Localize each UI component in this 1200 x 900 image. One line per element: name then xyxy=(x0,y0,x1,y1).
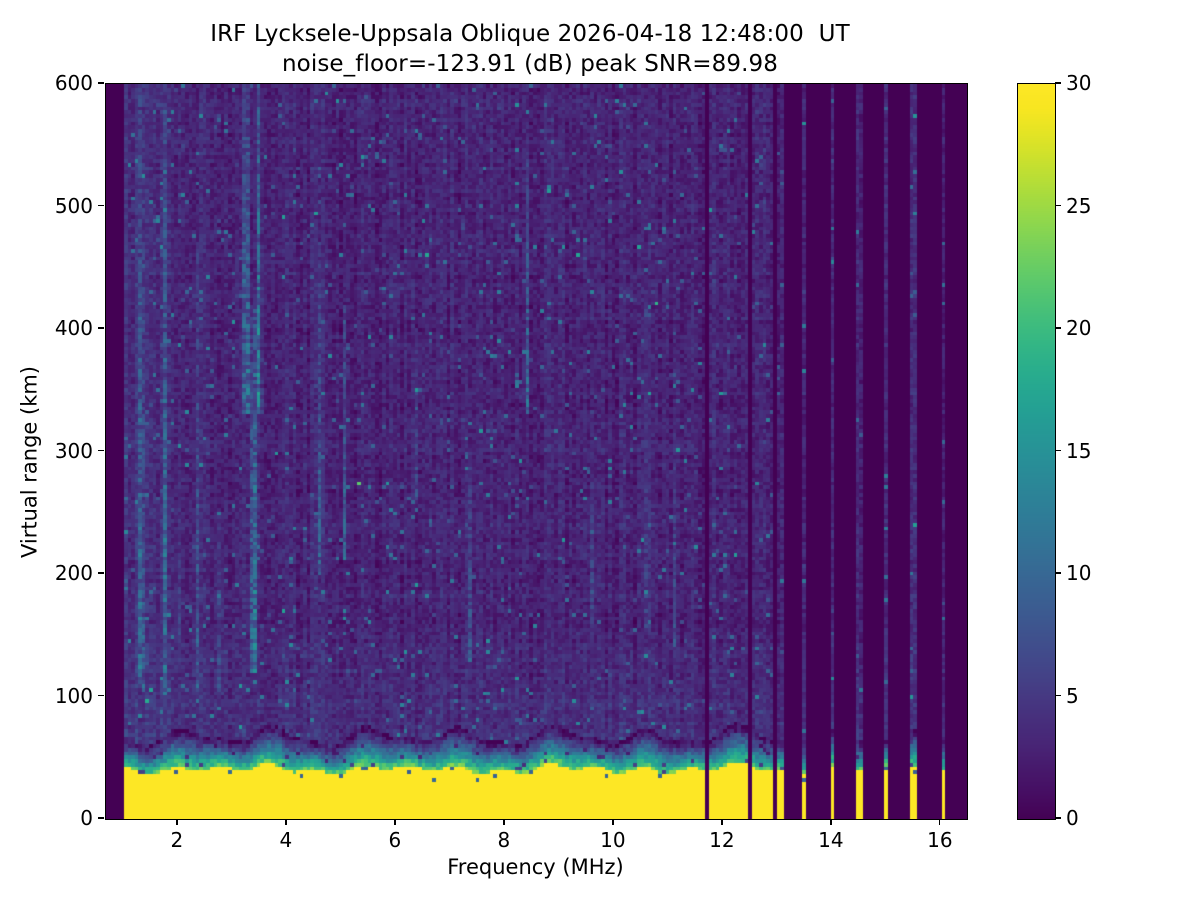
colorbar-tick-label: 0 xyxy=(1066,806,1079,830)
x-tick-mark xyxy=(612,819,614,826)
figure-title: IRF Lycksele-Uppsala Oblique 2026-04-18 … xyxy=(0,20,1060,80)
x-tick-label: 8 xyxy=(497,828,511,852)
y-tick-mark xyxy=(97,449,104,452)
colorbar-tick-mark xyxy=(1055,694,1062,697)
colorbar-tick-label: 10 xyxy=(1066,561,1092,585)
colorbar-tick-label: 20 xyxy=(1066,316,1092,340)
y-tick-mark xyxy=(97,327,104,329)
y-tick-label: 500 xyxy=(54,193,93,218)
y-tick-mark xyxy=(97,817,104,819)
y-tick-label: 100 xyxy=(54,683,93,708)
colorbar[interactable] xyxy=(1017,83,1056,820)
x-tick-mark xyxy=(285,819,287,826)
title-line-1: IRF Lycksele-Uppsala Oblique 2026-04-18 … xyxy=(210,21,850,47)
y-tick-mark xyxy=(97,82,104,84)
y-tick-label: 200 xyxy=(54,561,93,585)
x-axis-label: Frequency (MHz) xyxy=(447,855,624,879)
colorbar-tick-label: 25 xyxy=(1066,193,1092,218)
colorbar-tick-mark xyxy=(1055,204,1062,207)
x-tick-label: 12 xyxy=(709,828,735,852)
colorbar-gradient xyxy=(1018,84,1055,819)
x-tick-label: 2 xyxy=(170,828,184,852)
colorbar-tick-label: 5 xyxy=(1066,683,1079,708)
y-tick-label: 600 xyxy=(54,71,93,95)
x-tick-mark xyxy=(394,819,396,826)
colorbar-tick-label: 30 xyxy=(1066,71,1092,95)
x-tick-label: 14 xyxy=(818,828,844,852)
x-tick-label: 16 xyxy=(927,828,953,852)
x-tick-label: 4 xyxy=(279,828,293,852)
colorbar-tick-mark xyxy=(1055,572,1062,574)
y-tick-label: 0 xyxy=(80,806,93,830)
x-tick-label: 6 xyxy=(388,828,402,852)
y-tick-mark xyxy=(97,572,104,574)
x-tick-mark xyxy=(830,819,832,826)
title-line-2: noise_floor=-123.91 (dB) peak SNR=89.98 xyxy=(281,50,779,77)
colorbar-tick-mark xyxy=(1055,449,1062,452)
x-tick-mark xyxy=(503,819,505,826)
ionogram-plot-area[interactable] xyxy=(105,83,968,820)
y-tick-mark xyxy=(97,204,104,207)
x-tick-mark xyxy=(721,819,723,826)
y-tick-label: 300 xyxy=(54,438,93,463)
colorbar-tick-mark xyxy=(1055,817,1062,819)
colorbar-tick-mark xyxy=(1055,82,1062,84)
y-axis-label: Virtual range (km) xyxy=(17,365,42,559)
colorbar-tick-mark xyxy=(1055,327,1062,329)
ionogram-heatmap[interactable] xyxy=(106,84,967,819)
y-tick-label: 400 xyxy=(54,316,93,340)
x-tick-label: 10 xyxy=(600,828,626,852)
x-tick-mark xyxy=(176,819,178,826)
y-tick-mark xyxy=(97,694,104,697)
colorbar-tick-label: 15 xyxy=(1066,438,1092,463)
x-tick-mark xyxy=(939,819,941,826)
